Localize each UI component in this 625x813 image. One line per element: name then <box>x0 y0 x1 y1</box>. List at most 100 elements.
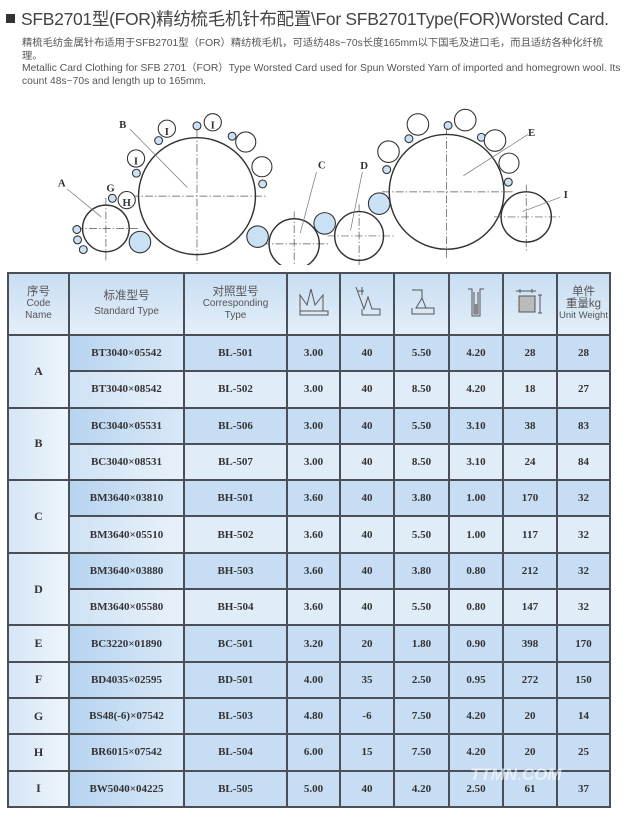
table-cell: 5.50 <box>393 333 450 373</box>
table-row: BC3040×08531 BL-507 3.00 40 8.50 3.10 24 84 <box>8 442 611 482</box>
table-cell: 32 <box>556 515 611 554</box>
table-cell: 25 <box>556 733 611 772</box>
watermark: TTMN.COM <box>470 765 562 784</box>
description-cn: 精梳毛纺金属针布适用于SFB2701型（FOR）精纺梳毛机，可适纺48s~70s… <box>22 38 603 62</box>
header-unit-weight: 单件 重量kg Unit Weight <box>556 272 611 336</box>
table-cell: 4.20 <box>448 696 504 736</box>
diagram-label: I <box>564 189 568 201</box>
table-cell: 4.20 <box>393 769 450 808</box>
table-cell: 7.50 <box>393 733 450 772</box>
table-header-row: 序号 Code Name 标准型号 Standard Type 对照型号 Corresp… <box>7 272 611 336</box>
table-cell: BT3040×08542 <box>68 370 185 409</box>
table-cell: BM3640×03880 <box>68 551 185 591</box>
table-cell: 147 <box>502 588 558 627</box>
table-row: E BC3220×01890 BC-501 3.20 20 1.80 0.90 398 170 <box>7 624 611 663</box>
tooth-density-icon <box>502 272 558 336</box>
stripper-roller <box>404 134 414 144</box>
roller-C <box>268 218 320 265</box>
transfer-roller <box>246 225 269 248</box>
table-cell: BM3640×05510 <box>68 515 185 554</box>
bullet-square-icon <box>6 14 15 23</box>
table-cell: BC3220×01890 <box>68 624 185 663</box>
table-row: D BM3640×03880 BH-503 3.60 40 3.80 0.80 212 32 <box>7 551 611 627</box>
table-cell: 5.50 <box>393 406 450 445</box>
table-cell: 170 <box>502 479 558 518</box>
roller-E <box>388 133 505 250</box>
table-row: B BC3040×05531 BL-506 3.00 40 5.50 3.10 38 83 <box>7 406 611 482</box>
table-cell: BH-501 <box>183 479 288 518</box>
table-cell: 0.95 <box>448 660 504 699</box>
table-cell: BC3040×08531 <box>68 442 185 482</box>
description: 精梳毛纺金属针布适用于SFB2701型（FOR）精纺梳毛机，可适纺48s~70s… <box>22 38 622 88</box>
table-cell: 83 <box>556 406 611 445</box>
worker-roller <box>126 149 146 168</box>
table-cell: 38 <box>502 406 558 445</box>
stripper-roller <box>258 179 268 189</box>
cell-code: D <box>7 551 70 627</box>
table-cell: BC3040×05531 <box>68 406 185 445</box>
table-cell: BM3640×05580 <box>68 588 185 627</box>
roller-B <box>137 136 257 256</box>
worker-roller <box>453 108 477 132</box>
table-cell: 6.00 <box>286 733 341 772</box>
diagram-label: B <box>119 119 126 131</box>
table-cell: 84 <box>556 442 611 482</box>
worker-roller <box>235 131 257 153</box>
stripper-roller <box>382 165 392 175</box>
leader-line <box>66 188 102 218</box>
table-cell: 40 <box>339 515 395 554</box>
clothing-spec-table: 序号 Code Name 标准型号 Standard Type 对照型号 Corresp… <box>7 272 611 808</box>
table-row: C BM3640×03810 BH-501 3.60 40 3.80 1.00 170 32 <box>7 479 611 554</box>
stripper-roller <box>192 121 202 131</box>
leader-line <box>463 134 529 176</box>
table-row: H BR6015×07542 BL-504 6.00 15 7.50 4.20 20 25 <box>7 733 611 772</box>
table-cell: 3.80 <box>393 479 450 518</box>
tooth-height-icon <box>286 272 341 336</box>
leader-line <box>350 172 363 231</box>
table-cell: 3.60 <box>286 551 341 591</box>
diagram-label: I <box>211 119 215 131</box>
diagram-label: H <box>123 197 132 209</box>
table-cell: 4.00 <box>286 660 341 699</box>
cell-code: B <box>7 406 70 482</box>
table-cell: 2.50 <box>393 660 450 699</box>
cell-code: A <box>7 334 70 409</box>
leader-line <box>129 128 188 188</box>
table-cell: 5.50 <box>393 515 450 554</box>
cell-code: G <box>7 696 70 736</box>
stripper-roller <box>131 168 141 178</box>
stripper-roller <box>443 121 453 130</box>
table-row: BM3640×05580 BH-504 3.60 40 5.50 0.80 147 32 <box>8 588 611 627</box>
table-cell: 3.20 <box>286 624 341 663</box>
table-cell: 4.20 <box>448 370 504 409</box>
card-roller-diagram: A B GH I I I C D E I <box>58 108 568 265</box>
table-cell: 28 <box>502 333 558 373</box>
table-cell: 15 <box>339 733 395 772</box>
table-row: F BD4035×02595 BD-501 4.00 35 2.50 0.95 272 150 <box>7 660 611 699</box>
table-cell: 18 <box>502 370 558 409</box>
table-cell: 398 <box>502 624 558 663</box>
diagram-label: G <box>106 182 115 194</box>
table-cell: 8.50 <box>393 442 450 482</box>
table-cell: BL-502 <box>183 370 288 409</box>
table-cell: 37 <box>556 769 611 808</box>
description-en: Metallic Card Clothing for SFB 2701（FOR）… <box>22 63 621 87</box>
table-cell: BR6015×07542 <box>68 733 185 772</box>
worker-roller <box>203 113 222 132</box>
roller-A <box>81 204 130 253</box>
table-cell: 40 <box>339 588 395 627</box>
table-cell: 8.50 <box>393 370 450 409</box>
table-cell: BD4035×02595 <box>68 660 185 699</box>
table-cell: 40 <box>339 769 395 808</box>
table-cell: 3.10 <box>448 442 504 482</box>
table-cell: 212 <box>502 551 558 591</box>
table-cell: BL-507 <box>183 442 288 482</box>
table-cell: 14 <box>556 696 611 736</box>
table-cell: BL-505 <box>183 769 288 808</box>
table-cell: BW5040×04225 <box>68 769 185 808</box>
table-cell: 40 <box>339 479 395 518</box>
table-cell: 4.20 <box>448 333 504 373</box>
table-cell: 40 <box>339 442 395 482</box>
stripper-roller <box>503 177 513 187</box>
diagram-label: C <box>318 159 326 171</box>
